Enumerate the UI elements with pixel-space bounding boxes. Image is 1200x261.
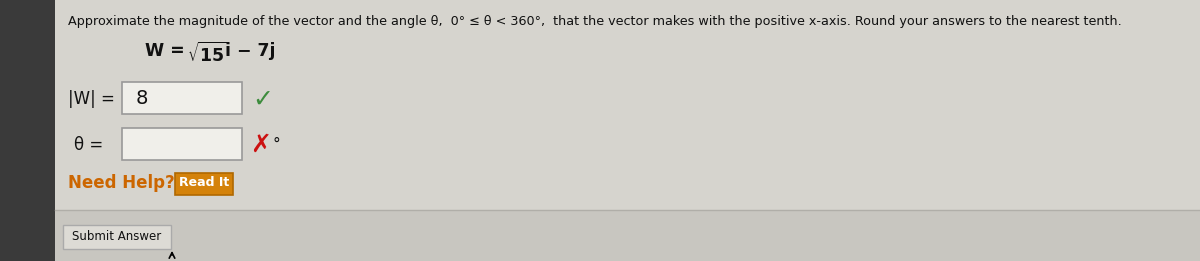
Text: Submit Answer: Submit Answer [72,230,162,244]
Text: θ =: θ = [74,136,103,154]
Text: Approximate the magnitude of the vector and the angle θ,  0° ≤ θ < 360°,  that t: Approximate the magnitude of the vector … [68,15,1122,28]
FancyBboxPatch shape [122,82,242,114]
FancyBboxPatch shape [810,2,882,20]
FancyBboxPatch shape [55,0,1200,210]
Text: °: ° [272,137,280,152]
FancyBboxPatch shape [890,2,962,20]
Text: ✓: ✓ [252,88,274,112]
FancyBboxPatch shape [970,2,1042,20]
Text: W =: W = [145,42,191,60]
Text: Read It: Read It [179,176,229,189]
Text: ✗: ✗ [250,133,271,157]
Text: 8: 8 [136,89,149,108]
FancyBboxPatch shape [55,210,1200,261]
FancyBboxPatch shape [64,225,172,249]
FancyBboxPatch shape [122,128,242,160]
Text: Need Help?: Need Help? [68,174,175,192]
Text: |W| =: |W| = [68,90,115,108]
FancyBboxPatch shape [0,0,55,261]
FancyBboxPatch shape [175,173,233,195]
Text: i − 7j: i − 7j [226,42,276,60]
Text: $\mathbf{\sqrt{15}}$: $\mathbf{\sqrt{15}}$ [187,42,228,66]
